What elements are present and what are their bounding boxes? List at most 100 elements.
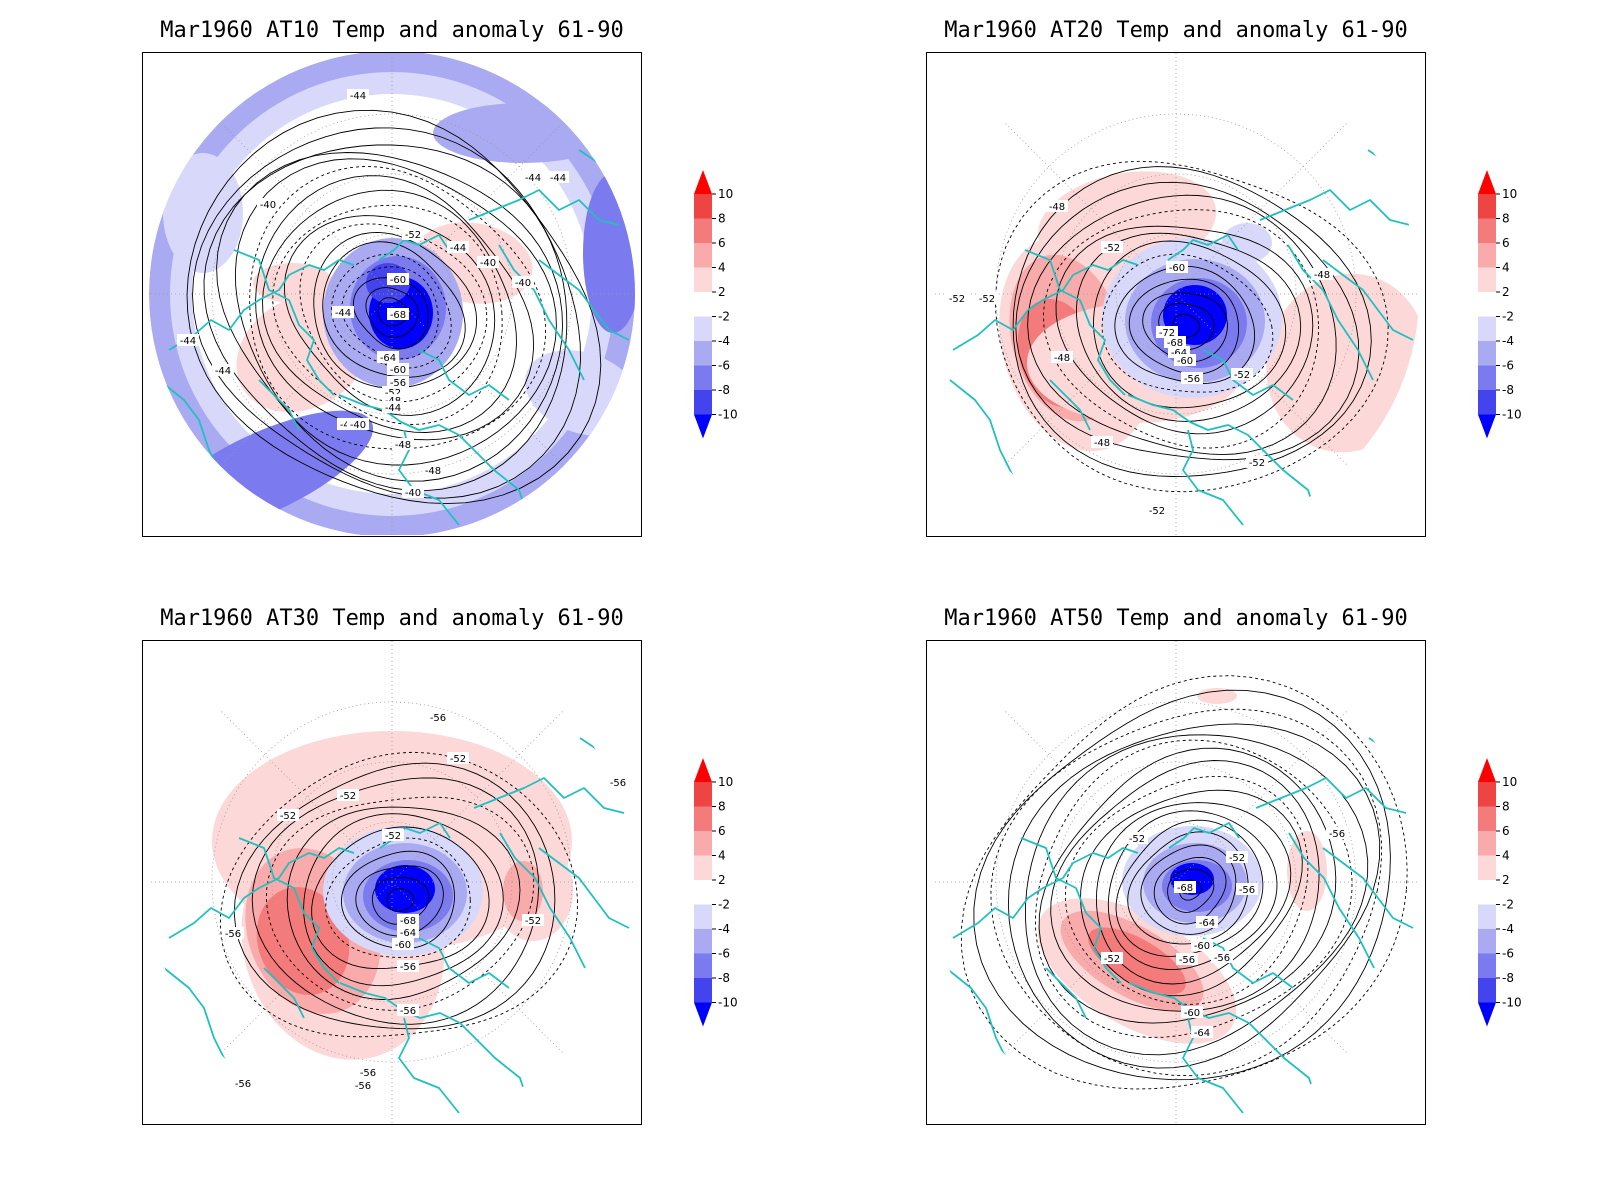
colorbar-label: -10: [718, 408, 738, 422]
contour-label: -44: [335, 308, 351, 319]
colorbar-swatch: [1478, 782, 1496, 807]
contour-line: [1050, 760, 1320, 1012]
coastline: [473, 777, 625, 814]
contour-label-bg: [1191, 939, 1213, 951]
contour-label: -48: [1049, 202, 1065, 213]
contour-line: [216, 152, 563, 482]
contour-label: -56: [225, 929, 241, 940]
coastline: [238, 837, 340, 984]
contour-label-bg: [1311, 268, 1333, 280]
contour-label: -48: [1054, 353, 1070, 364]
contour-label: -48: [1314, 270, 1330, 281]
contour-label: -72: [1159, 328, 1175, 339]
contour-label: -64: [380, 353, 396, 364]
contour-label: -60: [390, 275, 406, 286]
colorbar-swatch: [1478, 243, 1496, 268]
contour-label-bg: [1196, 916, 1218, 928]
contour-line: [1167, 868, 1215, 913]
colorbar-label: -8: [1502, 383, 1514, 397]
temperature-contours: [220, 751, 579, 1038]
contour-label-bg: [347, 418, 369, 430]
contour-label: -52: [385, 831, 401, 842]
contour-label-bg: [402, 486, 424, 498]
contour-label-bg: [1051, 351, 1073, 363]
contour-line: [1007, 723, 1381, 1069]
colorbar-swatch: [694, 243, 712, 268]
contour-line: [303, 813, 504, 987]
contour-label-bg: [177, 334, 199, 346]
contour-line: [377, 297, 408, 327]
contour-line: [1027, 194, 1337, 456]
coastline: [538, 259, 630, 341]
polar-map: -52 -52 -68 -56 -64 -60 -56 -56 -52 -60 -64 -56: [926, 640, 1426, 1125]
panel-title: Mar1960 AT10 Temp and anomaly 61-90: [160, 18, 624, 43]
contour-label: -52: [1104, 954, 1120, 965]
contour-label-bg: [387, 376, 409, 388]
contour-label-bg: [1126, 832, 1148, 844]
contour-label: -52: [340, 791, 356, 802]
colorbar-label: -8: [1502, 971, 1514, 985]
contour-label-bg: [1226, 851, 1248, 863]
contour-line: [1128, 278, 1240, 375]
anomaly-shading: [1163, 285, 1227, 345]
contour-line: [322, 241, 466, 378]
contour-label: -52: [280, 811, 296, 822]
colorbar-swatch: [1478, 267, 1496, 292]
contour-label-bg: [377, 351, 399, 363]
contour-label-bg: [422, 464, 444, 476]
colorbar-swatch: [694, 194, 712, 219]
coastline: [1128, 982, 1320, 1109]
colorbar-swatch: [1478, 880, 1496, 905]
contour-line: [1024, 734, 1369, 1056]
colorbar-swatch: [1478, 904, 1496, 929]
colorbar-swatch: [1478, 855, 1496, 880]
contour-line: [973, 689, 1391, 1081]
contour-line: [340, 850, 455, 950]
contour-line: [1093, 240, 1287, 409]
coastline: [1202, 937, 1294, 989]
contour-label: -52: [405, 230, 421, 241]
contour-label-bg: [1181, 372, 1203, 384]
contour-label-bg: [392, 438, 414, 450]
colorbar-swatch: [694, 929, 712, 954]
contour-line: [386, 888, 415, 912]
contour-line: [220, 751, 579, 1038]
contour-label-bg: [607, 776, 629, 788]
colorbar-label: -8: [718, 971, 730, 985]
contour-line: [1055, 225, 1314, 435]
panel-at20: Mar1960 AT20 Temp and anomaly 61-90 -48-…: [926, 0, 1526, 560]
colorbar-label: 2: [1502, 285, 1510, 299]
contour-line: [1038, 747, 1337, 1024]
contour-line: [1115, 819, 1264, 957]
colorbar-swatch: [1478, 806, 1496, 831]
coastline: [418, 937, 510, 989]
coastline: [1259, 189, 1411, 226]
contour-label-bg: [1236, 883, 1258, 895]
coastline: [378, 234, 450, 261]
contour-label-bg: [1164, 336, 1186, 348]
contour-label: -68: [390, 310, 406, 321]
colorbar-label: -6: [718, 359, 730, 373]
colorbar-min-triangle: [694, 414, 712, 439]
coastline: [1255, 777, 1407, 814]
coastline: [398, 1017, 460, 1114]
contour-label: -40: [350, 420, 366, 431]
temperature-contours: [960, 675, 1408, 1090]
coastline: [1182, 429, 1244, 526]
contour-label: -56: [400, 1006, 416, 1017]
panel-at50: Mar1960 AT50 Temp and anomaly 61-90 -52-…: [926, 588, 1526, 1148]
colorbar-swatch: [694, 341, 712, 366]
colorbar: 10 8 6 4 2 -2 -4 -6 -8 -10: [1474, 170, 1554, 460]
contour-line: [234, 158, 557, 466]
contour-label-bg: [1176, 953, 1198, 965]
colorbar-label: -10: [1502, 996, 1522, 1010]
coastline: [945, 967, 1012, 1069]
colorbar-label: 4: [718, 261, 726, 275]
contour-label: -64: [400, 928, 416, 939]
contour-label: -52: [1149, 506, 1165, 517]
colorbar-max-triangle: [694, 170, 712, 194]
colorbar-swatch: [694, 806, 712, 831]
colorbar: 10 8 6 4 2 -2 -4 -6 -8 -10: [1474, 758, 1554, 1048]
colorbar-label: 6: [718, 236, 726, 250]
colorbar-swatch: [694, 978, 712, 1003]
